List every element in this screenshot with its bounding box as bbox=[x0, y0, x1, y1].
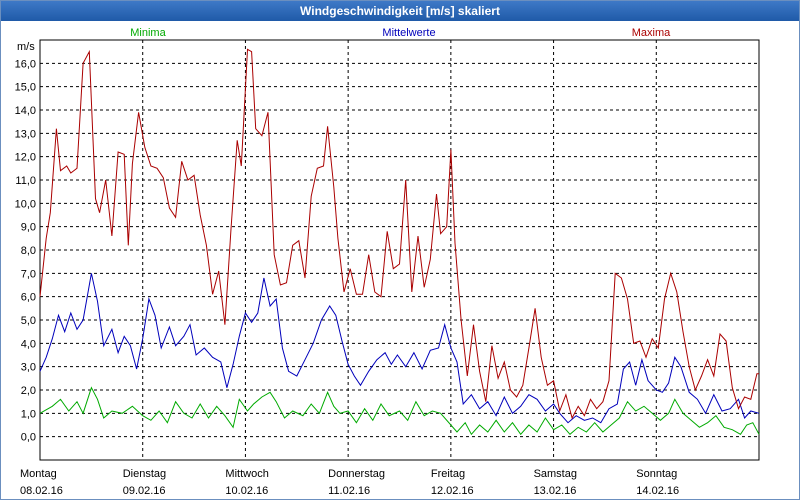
y-tick-label: 8,0 bbox=[21, 245, 36, 257]
x-date-label: 13.02.16 bbox=[534, 485, 577, 497]
y-tick-label: 11,0 bbox=[15, 175, 36, 187]
y-tick-label: 14,0 bbox=[15, 105, 36, 117]
series-line-maxima bbox=[39, 48, 759, 420]
y-axis-unit: m/s bbox=[17, 41, 35, 53]
y-tick-label: 12,0 bbox=[15, 152, 36, 164]
legend-mittelwerte: Mittelwerte bbox=[382, 27, 435, 39]
y-tick-label: 1,0 bbox=[21, 408, 36, 420]
x-day-label: Sonntag bbox=[636, 468, 677, 480]
x-date-label: 11.02.16 bbox=[328, 485, 370, 497]
x-date-label: 08.02.16 bbox=[20, 485, 63, 497]
y-tick-label: 5,0 bbox=[21, 315, 36, 327]
y-tick-label: 6,0 bbox=[21, 292, 36, 304]
x-date-label: 14.02.16 bbox=[636, 485, 679, 497]
y-tick-label: 3,0 bbox=[21, 362, 36, 374]
x-date-label: 10.02.16 bbox=[225, 485, 268, 497]
legend-maxima: Maxima bbox=[632, 27, 671, 39]
window-title: Windgeschwindigkeit [m/s] skaliert bbox=[1, 1, 799, 21]
y-tick-label: 15,0 bbox=[15, 82, 36, 94]
x-day-label: Dienstag bbox=[123, 468, 166, 480]
x-date-label: 09.02.16 bbox=[123, 485, 166, 497]
y-tick-label: 2,0 bbox=[21, 385, 36, 397]
y-tick-label: 13,0 bbox=[15, 128, 36, 140]
y-tick-label: 10,0 bbox=[15, 198, 36, 210]
x-date-label: 12.02.16 bbox=[431, 485, 474, 497]
x-day-label: Mittwoch bbox=[225, 468, 268, 480]
x-day-label: Samstag bbox=[534, 468, 577, 480]
x-axis-labels: Montag 08.02.16 Dienstag 09.02.16 Mittwoch 10… bbox=[20, 468, 679, 497]
y-tick-label: 4,0 bbox=[21, 338, 36, 350]
y-tick-label: 9,0 bbox=[21, 222, 36, 234]
y-tick-label: 7,0 bbox=[21, 268, 36, 280]
x-day-label: Donnerstag bbox=[328, 468, 385, 480]
y-axis-ticks: 0,0 1,0 2,0 3,0 4,0 5,0 6,0 7,0 8,0 9,0 10,0 11,0 12… bbox=[15, 58, 36, 443]
series-line-mittelwerte bbox=[39, 273, 760, 424]
series-lines bbox=[39, 48, 760, 436]
x-day-label: Montag bbox=[20, 468, 57, 480]
plot-area bbox=[39, 39, 760, 461]
y-tick-label: 0,0 bbox=[21, 432, 36, 444]
y-tick-label: 16,0 bbox=[15, 58, 36, 70]
series-line-minima bbox=[39, 386, 760, 436]
x-day-label: Freitag bbox=[431, 468, 465, 480]
legend-minima: Minima bbox=[130, 27, 166, 39]
